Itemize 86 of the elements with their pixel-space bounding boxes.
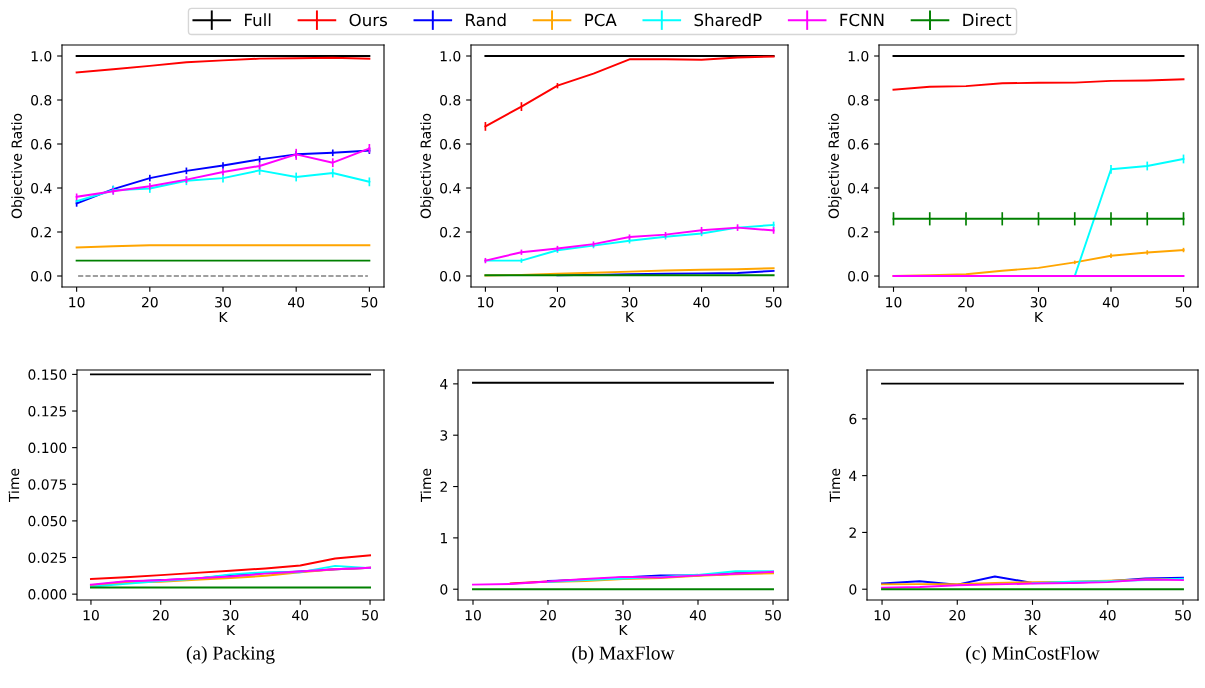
- y-axis-title: Objective Ratio: [828, 113, 842, 219]
- y-tick-label: 0.000: [28, 589, 67, 600]
- x-tick-label: 40: [292, 609, 309, 621]
- y-tick-label: 0.6: [848, 138, 869, 150]
- x-tick-label: 30: [222, 609, 239, 621]
- x-tick-label: 40: [1099, 609, 1116, 621]
- legend-label: PCA: [585, 13, 617, 27]
- x-tick-label: 30: [621, 296, 638, 308]
- y-tick-label: 0.075: [28, 479, 67, 490]
- y-tick-label: 1: [440, 533, 447, 544]
- x-axis-title: K: [619, 624, 628, 636]
- x-axis-title: K: [227, 624, 236, 636]
- x-tick-label: 10: [69, 296, 85, 308]
- x-tick-label: 20: [142, 296, 158, 308]
- y-tick-label: 0.150: [28, 369, 67, 380]
- x-tick-label: 20: [549, 296, 566, 308]
- x-tick-label: 40: [1102, 296, 1119, 308]
- y-tick-label: 1.0: [31, 50, 52, 62]
- y-tick-label: 0.4: [31, 182, 52, 194]
- y-tick-label: 0: [440, 584, 448, 595]
- legend-label: Ours: [349, 13, 387, 27]
- y-tick-label: 0.8: [848, 94, 869, 106]
- y-tick-label: 0.125: [28, 405, 67, 417]
- x-tick-label: 50: [362, 609, 378, 621]
- legend-label: SharedP: [694, 13, 762, 27]
- x-tick-label: 10: [874, 609, 890, 621]
- x-tick-label: 40: [693, 296, 710, 308]
- y-tick-label: 0.0: [440, 270, 461, 282]
- legend-label: FCNN: [840, 13, 884, 27]
- x-tick-label: 20: [152, 609, 169, 621]
- x-tick-label: 20: [540, 609, 556, 621]
- text: (a) Packing: [186, 646, 275, 664]
- y-tick-label: 0.4: [440, 182, 461, 194]
- x-tick-label: 40: [689, 609, 706, 621]
- y-tick-label: 0.2: [440, 226, 460, 238]
- y-tick-label: 6: [849, 413, 857, 425]
- y-tick-label: 0.2: [848, 226, 868, 238]
- x-tick-label: 20: [949, 609, 966, 621]
- y-tick-label: 1.0: [440, 50, 461, 62]
- y-tick-label: 0.8: [440, 94, 461, 106]
- y-axis-title: Time: [8, 468, 20, 503]
- y-axis-title: Objective Ratio: [420, 113, 434, 219]
- x-tick-label: 20: [958, 296, 974, 308]
- x-tick-label: 40: [288, 296, 305, 308]
- y-tick-label: 0.100: [28, 442, 67, 454]
- y-tick-label: 4: [849, 470, 857, 481]
- x-tick-label: 30: [615, 609, 631, 621]
- x-tick-label: 50: [1175, 296, 1192, 308]
- x-axis-title: K: [219, 311, 228, 323]
- x-tick-label: 50: [361, 296, 378, 308]
- y-tick-label: 4: [440, 379, 448, 390]
- text: (b) MaxFlow: [572, 646, 675, 664]
- y-tick-label: 0: [849, 584, 857, 595]
- text: (c) MinCostFlow: [966, 646, 1100, 664]
- x-tick-label: 10: [886, 296, 902, 308]
- legend-label: Full: [245, 13, 271, 27]
- y-axis-title: Time: [420, 468, 432, 503]
- x-tick-label: 50: [1175, 609, 1191, 621]
- y-tick-label: 3: [440, 430, 448, 441]
- y-tick-label: 0.6: [31, 138, 52, 150]
- y-tick-label: 0.0: [31, 270, 52, 282]
- y-tick-label: 0.8: [31, 94, 52, 106]
- y-tick-label: 0.2: [31, 226, 51, 238]
- y-axis-title: Time: [829, 468, 841, 503]
- y-tick-label: 0.4: [848, 182, 869, 194]
- legend-label: Direct: [963, 13, 1012, 27]
- y-tick-label: 0.0: [848, 270, 869, 282]
- y-tick-label: 2: [849, 527, 856, 538]
- x-tick-label: 10: [83, 609, 99, 621]
- x-tick-label: 30: [215, 296, 231, 308]
- y-tick-label: 0.6: [440, 138, 461, 150]
- x-axis-title: K: [626, 311, 635, 323]
- x-tick-label: 10: [465, 609, 481, 621]
- legend-label: Rand: [466, 13, 506, 27]
- x-tick-label: 10: [478, 296, 494, 308]
- x-tick-label: 50: [765, 609, 781, 621]
- x-tick-label: 30: [1024, 609, 1041, 621]
- x-axis-title: K: [1035, 311, 1044, 323]
- x-axis-title: K: [1029, 624, 1038, 636]
- y-axis-title: Objective Ratio: [11, 113, 25, 219]
- x-tick-label: 50: [765, 296, 782, 308]
- y-tick-label: 0.025: [28, 552, 67, 563]
- y-tick-label: 1.0: [848, 50, 869, 62]
- x-tick-label: 30: [1030, 296, 1047, 308]
- y-tick-label: 0.050: [28, 515, 67, 527]
- y-tick-label: 2: [440, 481, 447, 492]
